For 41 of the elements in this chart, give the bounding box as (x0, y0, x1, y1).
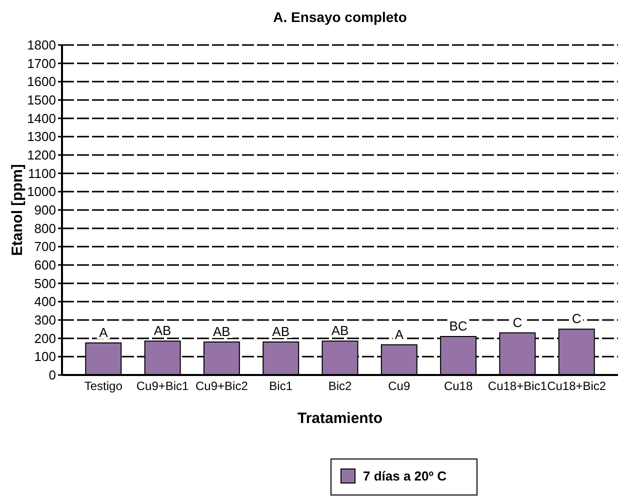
x-tick-label: Cu18+Bic2 (547, 379, 606, 393)
y-tick-label: 1800 (27, 38, 56, 53)
chart-title: A. Ensayo completo (273, 9, 407, 25)
x-tick-label: Cu9+Bic1 (136, 379, 190, 393)
x-tick-label: Cu18 (444, 379, 473, 393)
x-tick-label: Bic1 (269, 379, 293, 393)
legend-label: 7 días a 20º C (363, 468, 448, 484)
annotation: C (512, 314, 522, 330)
annotation: AB (272, 324, 290, 339)
annotation: AB (154, 323, 172, 338)
x-tick-label: Bic2 (328, 379, 352, 393)
y-tick-label: 1600 (27, 74, 56, 90)
x-axis-title: Tratamiento (297, 410, 383, 427)
annotation: AB (331, 323, 349, 338)
annotation: BC (449, 318, 468, 334)
y-tick-label: 600 (34, 258, 56, 273)
y-tick-label: 1300 (27, 129, 56, 144)
x-tick-label: Testigo (84, 379, 123, 393)
y-tick-label: 1200 (27, 148, 56, 163)
y-tick-label: 100 (34, 349, 56, 364)
x-tick-label: Cu9 (388, 379, 410, 393)
y-tick-label: 700 (34, 239, 56, 254)
y-tick-label: 900 (34, 202, 56, 218)
x-tick-label: Cu9+Bic2 (196, 379, 248, 393)
annotation: A (99, 324, 108, 340)
y-tick-label: 1700 (27, 56, 56, 71)
y-tick-label: 400 (34, 294, 56, 310)
y-tick-label: 1400 (27, 110, 56, 126)
y-tick-label: 0 (48, 368, 56, 383)
y-tick-label: 800 (34, 220, 56, 236)
y-axis-title: Etanol [ppm] (9, 164, 26, 256)
annotation: A (394, 326, 404, 342)
y-tick-label: 200 (34, 330, 56, 346)
x-tick-label: Cu18+Bic1 (488, 379, 548, 393)
y-tick-label: 1500 (27, 92, 56, 108)
y-tick-label: 500 (34, 276, 56, 291)
annotation: C (572, 311, 582, 326)
y-tick-label: 1100 (28, 166, 56, 181)
y-tick-label: 300 (34, 312, 56, 328)
y-tick-label: 1000 (27, 184, 56, 200)
annotation: AB (213, 324, 230, 339)
